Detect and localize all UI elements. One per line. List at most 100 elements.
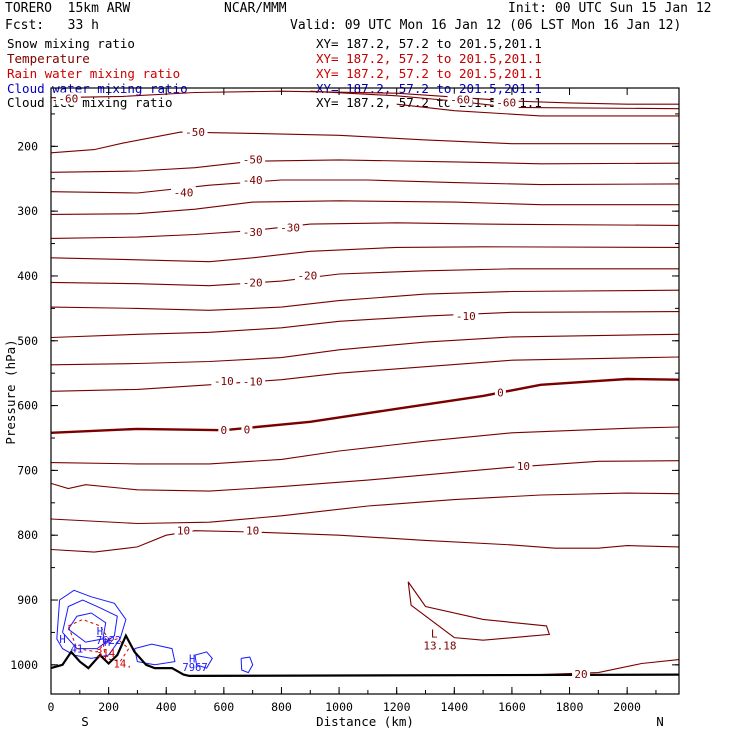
temperature-label-bg xyxy=(572,667,591,680)
temperature-label: 10 xyxy=(517,460,530,473)
temperature-contour xyxy=(50,222,680,239)
temperature-label-bg xyxy=(453,310,479,323)
init-time: Init: 00 UTC Sun 15 Jan 12 xyxy=(508,1,712,16)
temperature-contours xyxy=(50,90,680,676)
temperature-label: 0 xyxy=(221,424,228,437)
temperature-label-bg xyxy=(211,374,237,387)
temperature-contour xyxy=(50,377,680,434)
organization: NCAR/MMM xyxy=(224,1,287,16)
temperature-contour xyxy=(50,492,680,525)
temperature-label: -30 xyxy=(243,226,263,239)
legend-label-temperature: Temperature xyxy=(7,51,90,66)
x-axis-title: Distance (km) xyxy=(316,714,414,729)
temperature-contour xyxy=(50,179,680,194)
temperature-label: 20 xyxy=(574,668,587,681)
x-end-label-north: N xyxy=(656,714,664,729)
temperature-label: -60 xyxy=(450,94,470,107)
valid-time: Valid: 09 UTC Mon 16 Jan 12 (06 LST Mon … xyxy=(290,18,682,33)
extremum-label: 13.18 xyxy=(423,639,456,652)
temperature-label-bg xyxy=(182,126,208,139)
x-tick-label: 1600 xyxy=(498,700,526,714)
temperature-label-bg xyxy=(494,386,506,399)
x-tick-label: 400 xyxy=(156,700,177,714)
temperature-label-bg xyxy=(174,524,193,537)
temperature-label-bg xyxy=(240,225,266,238)
temperature-contour xyxy=(50,333,680,366)
temperature-contour xyxy=(50,530,680,553)
legend-xy-snow: XY= 187.2, 57.2 to 201.5,201.1 xyxy=(316,36,542,51)
cloud-water-contour xyxy=(134,643,176,666)
terrain xyxy=(50,633,680,678)
temperature-contour xyxy=(50,268,679,287)
temperature-label-bg xyxy=(277,221,303,234)
temperature-contour xyxy=(50,90,679,105)
cloud-water-contour xyxy=(62,599,118,650)
rain-contour xyxy=(102,638,130,663)
cloud-label: 7967 xyxy=(182,662,207,674)
x-tick-label: 0 xyxy=(48,700,55,714)
temperature-label: -50 xyxy=(185,126,205,139)
cloud-label: 41 xyxy=(71,644,84,656)
legend-label-snow: Snow mixing ratio xyxy=(7,36,135,51)
contour-labels: -60 -60 -60-50-50-40-40-30 -30-20-20-10-10-… xyxy=(55,92,591,681)
temperature-label-bg xyxy=(240,174,266,187)
temperature-contour xyxy=(50,426,680,465)
temperature-label: 0 xyxy=(244,424,251,437)
y-tick-label: 500 xyxy=(17,334,38,348)
cloud-water-contour xyxy=(67,612,107,643)
y-tick-label: 800 xyxy=(17,528,38,542)
temperature-label: -50 xyxy=(243,153,263,166)
x-tick-label: 800 xyxy=(271,700,292,714)
temperature-label: -10 xyxy=(243,376,263,389)
rain-contour xyxy=(67,618,110,653)
x-tick-label: 1800 xyxy=(556,700,584,714)
temperature-label: -10 xyxy=(214,375,234,388)
rain-label: 14. xyxy=(114,659,133,671)
temperature-contour xyxy=(50,356,680,392)
cloud-label: H xyxy=(59,634,65,646)
cloud-label: H xyxy=(97,626,103,638)
temperature-contour xyxy=(540,659,680,676)
axes: 0 200 400 600 800 1000 1200 1400 1600 1800 2000200… xyxy=(10,88,679,714)
legend-xy-temperature: XY= 187.2, 57.2 to 201.5,201.1 xyxy=(316,51,542,66)
y-tick-label: 1000 xyxy=(10,658,38,672)
y-tick-label: 600 xyxy=(17,399,38,413)
temperature-label: -40 xyxy=(243,174,263,187)
temperature-label-bg xyxy=(294,269,320,282)
temperature-contour xyxy=(50,289,680,311)
temperature-label-bg xyxy=(240,276,266,289)
temperature-label-bg xyxy=(240,375,266,388)
cloud-label: H xyxy=(189,653,195,665)
temperature-contour xyxy=(407,581,551,641)
temperature-contour xyxy=(50,200,679,215)
temperature-label: -60 xyxy=(496,96,516,109)
cloud-water-contour xyxy=(194,651,213,669)
temperature-label: -60 xyxy=(58,92,78,105)
x-tick-label: 600 xyxy=(213,700,234,714)
temperature-label: -20 xyxy=(243,276,263,289)
temperature-label: 10 xyxy=(177,525,190,538)
temperature-contour xyxy=(50,131,679,154)
cloud-label: 7622 xyxy=(96,635,121,647)
temperature-label: 10 xyxy=(246,525,259,538)
extremum-label: L xyxy=(431,628,438,641)
temperature-label-bg xyxy=(240,153,266,166)
rain-label: 314 xyxy=(96,648,115,660)
temperature-contour xyxy=(50,246,680,263)
plot-frame xyxy=(50,87,680,695)
legend-label-rain: Rain water mixing ratio xyxy=(7,66,181,81)
temperature-label: -30 xyxy=(280,221,300,234)
temperature-contour xyxy=(50,311,680,339)
temperature-label-bg xyxy=(218,424,230,437)
temperature-label-bg xyxy=(171,186,197,199)
temperature-label-bg xyxy=(447,93,473,106)
y-tick-label: 400 xyxy=(17,269,38,283)
temperature-label-bg xyxy=(493,96,519,109)
temperature-label: -40 xyxy=(174,186,194,199)
y-tick-label: 200 xyxy=(17,139,38,153)
x-tick-label: 2000 xyxy=(613,700,641,714)
y-axis-title: Pressure (hPa) xyxy=(3,339,18,444)
temperature-label-bg xyxy=(514,459,533,472)
y-tick-label: 900 xyxy=(17,593,38,607)
